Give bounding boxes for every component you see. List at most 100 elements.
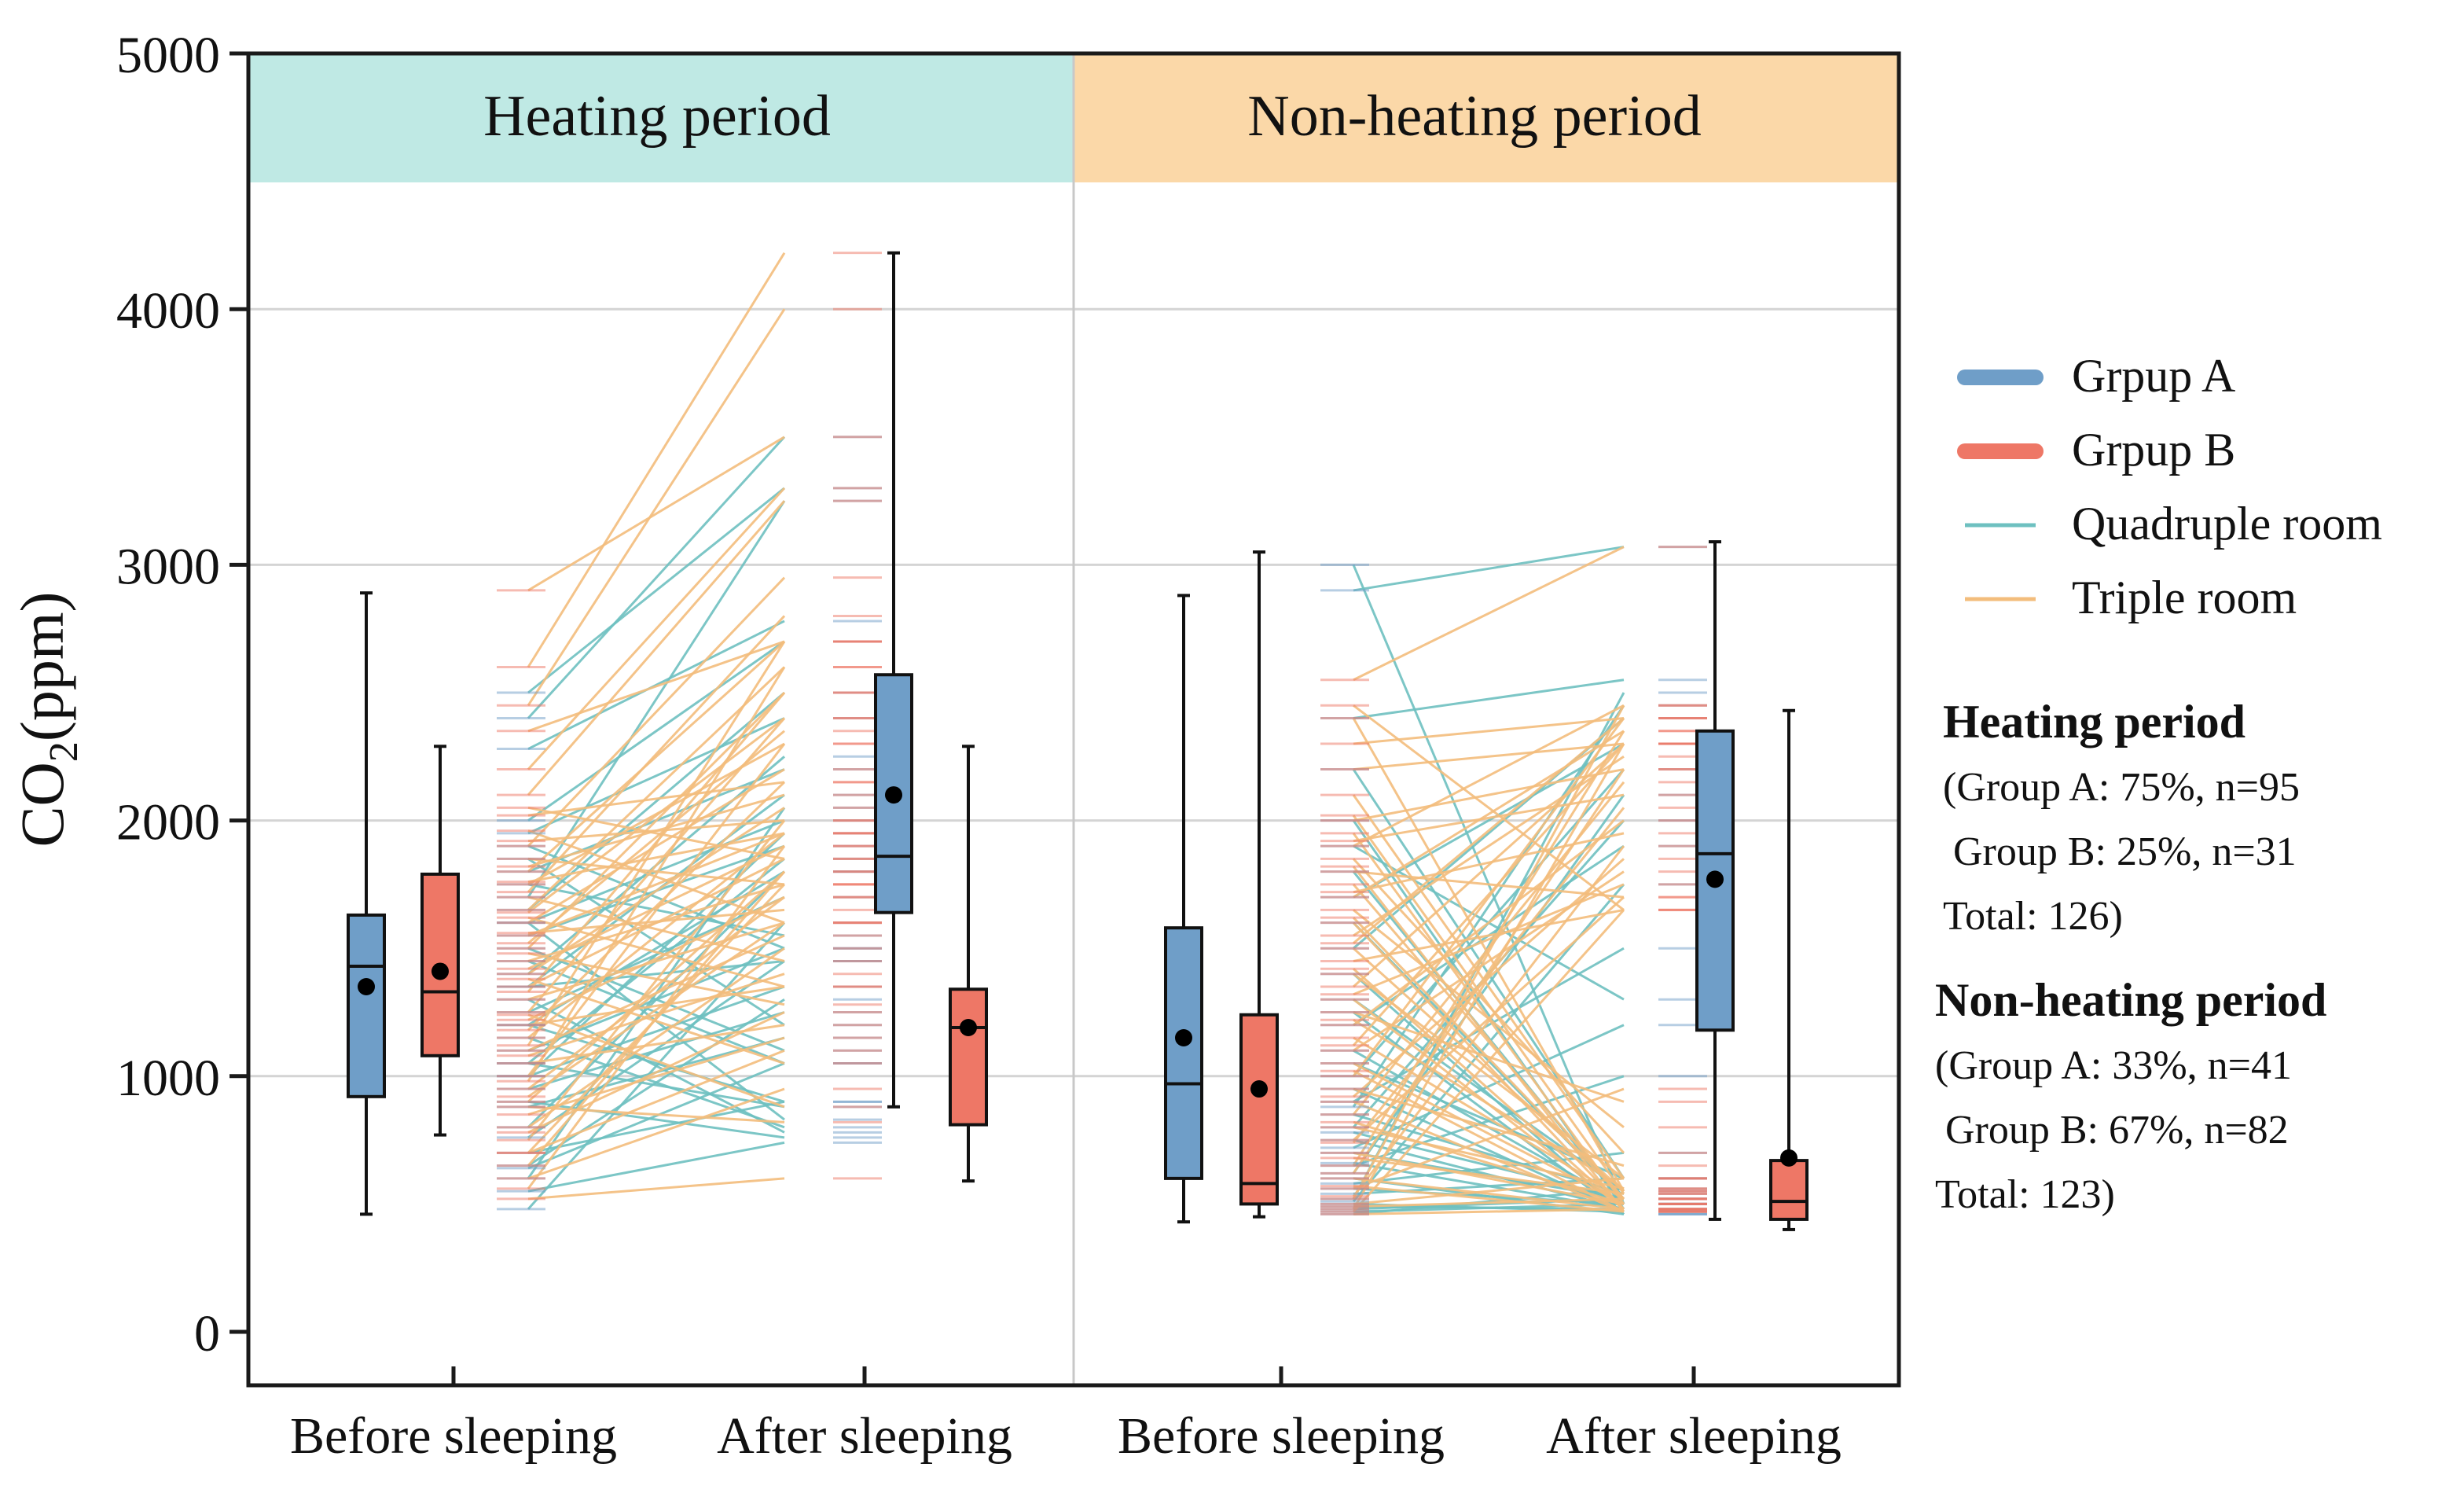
triple-pair-line-1-24 — [1353, 870, 1625, 1052]
triple-pair-line-0-53 — [527, 883, 786, 1154]
quadruple-pair-line-1-34 — [1353, 1161, 1625, 1211]
triple-pair-line-0-4 — [527, 576, 786, 848]
triple-pair-line-1-54 — [1353, 717, 1625, 944]
triple-pair-line-0-23 — [527, 870, 786, 1103]
triple-pair-line-0-44 — [527, 1011, 785, 1134]
quadruple-pair-line-1-7 — [1353, 742, 1625, 899]
note-nonheating-line3: Total: 123) — [1935, 1172, 2115, 1217]
triple-pair-line-0-5 — [527, 640, 786, 873]
triple-pair-line-1-12 — [1353, 730, 1625, 899]
quadruple-pair-line-0-20 — [527, 1062, 785, 1109]
quadruple-pair-line-0-36 — [527, 998, 785, 1167]
nonheating-header-band — [1074, 53, 1899, 182]
quadruple-pair-line-1-29 — [1353, 1205, 1625, 1211]
quadruple-pair-line-1-2 — [1353, 678, 1625, 720]
triple-pair-line-1-0 — [1353, 546, 1625, 682]
y-axis-title: CO2(ppm) — [8, 592, 86, 848]
triple-pair-line-0-34 — [527, 806, 785, 860]
triple-pair-line-1-44 — [1352, 768, 1625, 1175]
triple-pair-line-0-1 — [527, 436, 785, 592]
triple-pair-line-1-42 — [1352, 845, 1625, 1197]
triple-pair-line-0-56 — [527, 1013, 785, 1109]
triple-pair-line-1-39 — [1353, 1208, 1625, 1215]
triple-pair-line-0-2 — [527, 308, 786, 707]
triple-pair-line-0-35 — [527, 952, 785, 1006]
box-mean-0-2 — [885, 786, 902, 804]
triple-pair-line-1-11 — [1352, 883, 1625, 1200]
triple-pair-line-1-2 — [1352, 717, 1625, 1192]
triple-pair-line-1-23 — [1353, 1036, 1625, 1201]
triple-pair-line-1-36 — [1352, 704, 1625, 1200]
triple-pair-line-1-10 — [1353, 870, 1625, 899]
note-heating-line1: (Group A: 75%, n=95 — [1943, 765, 2300, 810]
plot-frame — [246, 51, 1901, 1388]
box-mean-1-0 — [1175, 1029, 1192, 1047]
triple-pair-line-0-32 — [527, 857, 785, 886]
quadruple-pair-line-1-33 — [1352, 794, 1625, 1175]
rug-marks-layer — [497, 252, 1707, 1215]
triple-pair-line-1-46 — [1352, 807, 1625, 1144]
nonheating-panel-title: Non-heating period — [1247, 84, 1701, 149]
triple-pair-line-1-28 — [1353, 1100, 1625, 1213]
triple-pair-line-1-49 — [1353, 1069, 1625, 1213]
triple-pair-line-1-48 — [1353, 858, 1625, 1098]
y-axis: 0 1000 2000 3000 4000 5000 — [116, 27, 248, 1362]
y-axis-title-unit: (ppm) — [8, 592, 76, 742]
triple-pair-line-0-45 — [527, 487, 786, 770]
box-mean-0-0 — [358, 977, 375, 995]
paired-lines-layer — [527, 252, 1625, 1215]
triple-pair-line-1-31 — [1352, 896, 1625, 1142]
triple-pair-line-1-57 — [1352, 866, 1625, 1213]
triple-pair-line-1-53 — [1353, 968, 1625, 1211]
triple-pair-line-1-38 — [1352, 909, 1625, 1213]
triple-pair-line-1-50 — [1352, 743, 1625, 1046]
x-tick-label-1-0: Before sleeping — [1118, 1407, 1445, 1465]
triple-pair-line-1-22 — [1353, 819, 1625, 1026]
triple-pair-line-0-48 — [527, 717, 785, 914]
y-tick-label-5000: 5000 — [116, 27, 220, 84]
x-tick-label-1-1: After sleeping — [1546, 1407, 1842, 1465]
x-tick-label-0-1: After sleeping — [717, 1407, 1012, 1465]
quadruple-pair-line-1-37 — [1352, 704, 1625, 1108]
triple-pair-line-1-5 — [1352, 794, 1625, 1179]
triple-pair-line-1-35 — [1353, 1087, 1625, 1190]
triple-pair-line-0-58 — [527, 781, 785, 817]
quadruple-pair-line-0-0 — [527, 620, 785, 750]
triple-pair-line-1-4 — [1353, 742, 1625, 771]
note-heating-title: Heating period — [1943, 696, 2246, 748]
triple-pair-line-0-9 — [527, 768, 785, 924]
triple-pair-line-1-52 — [1353, 883, 1625, 996]
triple-pair-line-1-55 — [1352, 917, 1625, 1200]
legend-label-triple: Triple room — [2072, 572, 2297, 623]
triple-pair-line-0-42 — [527, 666, 786, 1083]
triple-pair-line-1-17 — [1353, 908, 1625, 962]
triple-pair-line-1-8 — [1353, 704, 1625, 848]
triple-pair-line-0-47 — [527, 819, 785, 843]
triple-pair-line-1-33 — [1352, 730, 1625, 1167]
triple-pair-line-0-15 — [527, 921, 785, 1001]
heating-header-band — [248, 53, 1074, 182]
triple-pair-line-1-19 — [1352, 742, 1625, 988]
triple-pair-line-1-37 — [1353, 1197, 1625, 1208]
y-tick-label-3000: 3000 — [116, 538, 220, 595]
box-body-0-0 — [347, 913, 386, 1098]
triple-pair-line-0-24 — [527, 1036, 785, 1116]
triple-pair-line-0-39 — [527, 908, 785, 935]
triple-pair-line-0-51 — [527, 973, 785, 1057]
quadruple-pair-line-0-8 — [527, 1062, 785, 1170]
legend-label-group-a: Grpup A — [2072, 350, 2235, 402]
triple-pair-line-1-34 — [1353, 1177, 1625, 1211]
y-axis-title-subscript: 2 — [42, 741, 86, 762]
quadruple-pair-line-1-0 — [1353, 546, 1625, 592]
box-body-1-3 — [1769, 1159, 1809, 1221]
triple-pair-line-0-29 — [527, 1087, 785, 1180]
triple-pair-line-0-54 — [527, 832, 785, 884]
legend-label-quadruple: Quadruple room — [2072, 498, 2382, 550]
note-heating-line3: Total: 126) — [1943, 894, 2123, 939]
triple-pair-line-0-59 — [527, 641, 786, 1046]
quadruple-pair-line-0-10 — [527, 921, 786, 1210]
quadruple-pair-line-0-34 — [527, 1141, 785, 1193]
quadruple-pair-line-0-17 — [527, 1100, 785, 1154]
triple-pair-line-0-52 — [527, 921, 785, 1098]
